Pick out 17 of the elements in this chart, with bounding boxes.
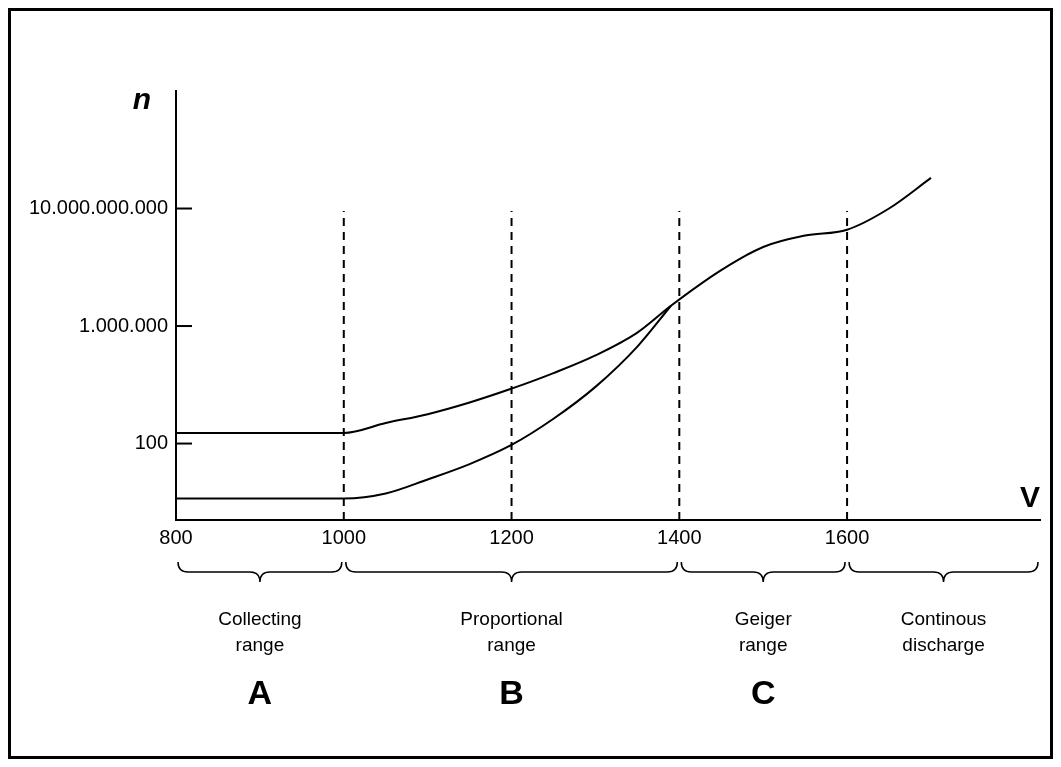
y-tick-label: 100 bbox=[134, 431, 169, 454]
x-tick-label: 1600 bbox=[824, 525, 870, 548]
y-tick-label: 1.000.000 bbox=[79, 313, 169, 336]
text: Continous discharge bbox=[900, 608, 987, 656]
y-tick-label: 10.000.000.000 bbox=[28, 196, 169, 219]
text: C bbox=[750, 673, 776, 712]
text: Collecting range bbox=[218, 608, 302, 656]
x-tick-label: 1400 bbox=[657, 525, 702, 548]
text: Geiger range bbox=[734, 608, 793, 656]
x-axis-title: V bbox=[1019, 480, 1041, 514]
y-axis-title: n bbox=[132, 82, 152, 116]
x-tick-label: 1200 bbox=[489, 525, 534, 548]
text: B bbox=[499, 673, 524, 712]
x-tick-label: 1000 bbox=[321, 525, 367, 548]
text: Proportional range bbox=[460, 608, 563, 656]
x-tick-label: 800 bbox=[159, 525, 193, 548]
text: A bbox=[247, 673, 273, 712]
